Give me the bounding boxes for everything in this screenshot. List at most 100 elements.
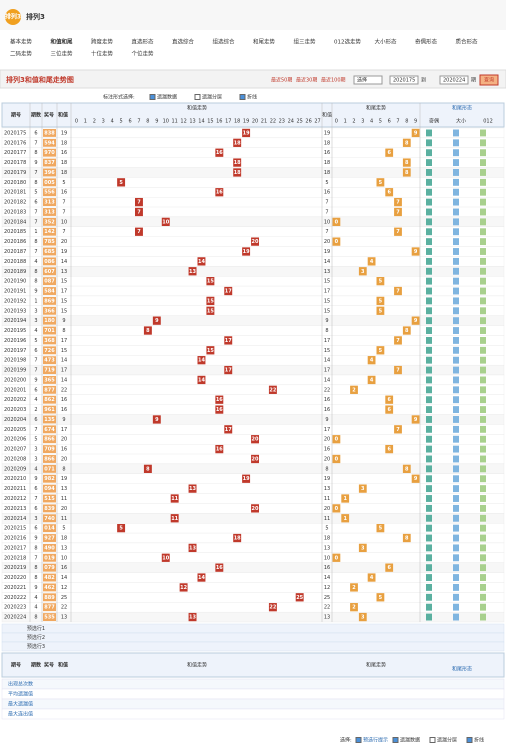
nav-link[interactable]: 质合形态 [456,38,479,46]
nav-link[interactable]: 组三走势 [294,38,317,46]
tail-mark-label: 8 [405,140,409,146]
nav-link[interactable]: 和尾走势 [253,38,276,46]
tail-mark [394,365,402,375]
prize-number: 079 [44,565,55,571]
option[interactable]: 遗漏数据 [157,94,177,101]
tail-mark [376,524,385,533]
tail-mark [394,197,402,207]
count: 7 [34,427,37,433]
recent-link[interactable]: 最近30期 [296,77,317,84]
nav-link[interactable]: 大小形态 [375,38,398,46]
tail-mark [411,247,420,256]
tail-mark-label: 5 [379,180,383,186]
shape-cell [480,455,486,463]
issue: 2020184 [4,219,26,225]
footer-option[interactable]: 预选行提示 [363,737,388,744]
shape-cell [453,504,459,512]
prize-number: 396 [44,170,55,176]
shape-cell [426,267,432,275]
shape-cell [480,504,486,512]
sum-mark-label: 7 [137,200,141,206]
nav-link[interactable]: 基本走势 [10,38,33,46]
shape-cell [426,297,432,305]
from-input[interactable] [389,75,419,85]
checkbox[interactable] [466,737,473,743]
count: 8 [34,279,37,285]
tail-mark [367,356,376,365]
nav-link[interactable]: 个位走势 [132,50,155,58]
checkbox[interactable] [149,94,156,100]
to[interactable]: 2020224 [443,78,465,84]
issue: 2020191 [4,289,26,295]
footer-option[interactable]: 折线 [474,737,484,744]
recent-link[interactable]: 最近50期 [271,77,292,84]
sum-value: 9 [62,318,65,324]
query[interactable]: 查询 [484,77,494,84]
footer-option[interactable]: 遗漏数据 [400,737,420,744]
select-box[interactable] [353,75,383,85]
query-btn[interactable] [479,74,499,86]
sum-mark [135,227,143,236]
issue: 2020201 [4,387,26,393]
nav-link[interactable]: 奇偶形态 [415,38,438,46]
nav-link[interactable]: 十位走势 [91,50,114,58]
issue: 2020213 [4,506,26,512]
from[interactable]: 2020175 [393,78,415,84]
sum-mark [197,356,206,365]
footer-option[interactable]: 遗漏分层 [437,737,457,744]
select[interactable]: 选择 [357,77,367,84]
checkbox[interactable] [429,737,436,743]
number-bg [43,484,56,493]
stats-label: 出现总次数 [8,681,33,688]
nav-link[interactable]: 组选综合 [213,38,236,46]
sum-mark-label: 22 [269,387,276,393]
nav-link[interactable]: 直选形态 [132,38,155,46]
shape-cell [480,248,486,255]
tail-mark-label: 6 [387,407,391,413]
number-bg [43,613,56,621]
shape-cell [426,514,432,522]
issue: 2020216 [4,536,26,542]
issue: 2020180 [4,180,26,186]
count: 3 [34,447,37,453]
sum-mark-label: 15 [207,298,214,304]
count: 9 [34,377,37,383]
tail-mark [358,267,367,276]
nav-link[interactable]: 和值和尾 [51,38,74,46]
shape-cell [453,149,459,157]
option[interactable]: 折线 [247,94,257,101]
nav-link[interactable]: 二码走势 [10,50,33,58]
tail-mark-label: 6 [387,150,391,156]
nav-link[interactable]: 012选走势 [334,38,361,46]
shape-cell [480,376,486,384]
prize-number: 837 [44,160,55,166]
number-bg [43,366,56,374]
issue: 2020183 [4,209,26,215]
number-bg [43,237,56,246]
count: 4 [34,397,37,403]
tail-mark [332,237,341,246]
tail-mark-label: 5 [379,526,383,532]
nav-link[interactable]: 直选综合 [172,38,195,46]
number-bg [43,405,56,414]
nav-link[interactable]: 跨度走势 [91,38,114,46]
checkbox[interactable] [355,737,362,743]
tail-mark-label: 7 [396,229,400,235]
recent-link[interactable]: 最近100期 [321,77,346,84]
shape-cell [453,307,459,315]
number-bg [43,603,56,612]
number-bg [43,415,56,424]
sum-index: 22 [270,119,276,125]
nav-link[interactable]: 三位走势 [51,50,74,58]
to-input[interactable] [439,75,469,85]
shape-cell [426,248,432,255]
shape-cell [480,159,486,167]
checkbox[interactable] [194,94,201,100]
option[interactable]: 遗漏分层 [202,94,222,101]
sum-mark [188,484,197,493]
issue: 2020222 [4,595,26,601]
shape-cell [453,396,459,404]
checkbox[interactable] [392,737,399,743]
checkbox[interactable] [239,94,246,100]
count: 7 [34,209,37,215]
